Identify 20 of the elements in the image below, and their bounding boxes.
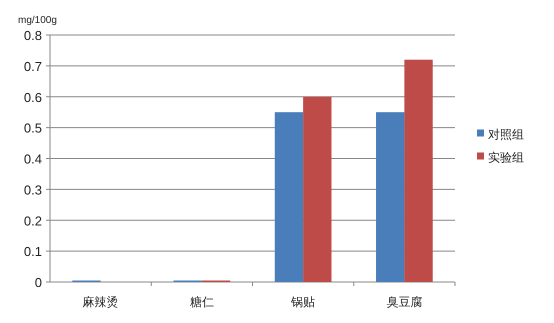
y-tick-label: 0.5	[24, 120, 42, 136]
bar	[404, 60, 433, 282]
bar	[376, 112, 404, 282]
y-tick-label: 0.6	[24, 90, 42, 105]
bar	[274, 112, 304, 282]
y-tick-label: 0	[34, 275, 42, 290]
bar	[303, 96, 332, 282]
x-tick-label: 臭豆腐	[386, 295, 422, 309]
y-tick-label: 0.4	[24, 152, 42, 166]
y-tick-label: 0.8	[24, 28, 42, 43]
x-tick-label: 锅贴	[290, 295, 316, 309]
y-tick-label: 0.2	[24, 213, 42, 228]
legend-label: 对照组	[488, 128, 524, 142]
legend-label: 实验组	[488, 150, 524, 164]
x-tick-label: 糖仁	[190, 295, 214, 309]
y-tick-label: 0.3	[24, 182, 42, 198]
y-axis-title: mg/100g	[18, 15, 57, 26]
x-tick-label: 麻辣烫	[82, 295, 119, 309]
y-tick-label: 0.7	[24, 58, 42, 74]
y-tick-label: 0.1	[24, 244, 42, 260]
